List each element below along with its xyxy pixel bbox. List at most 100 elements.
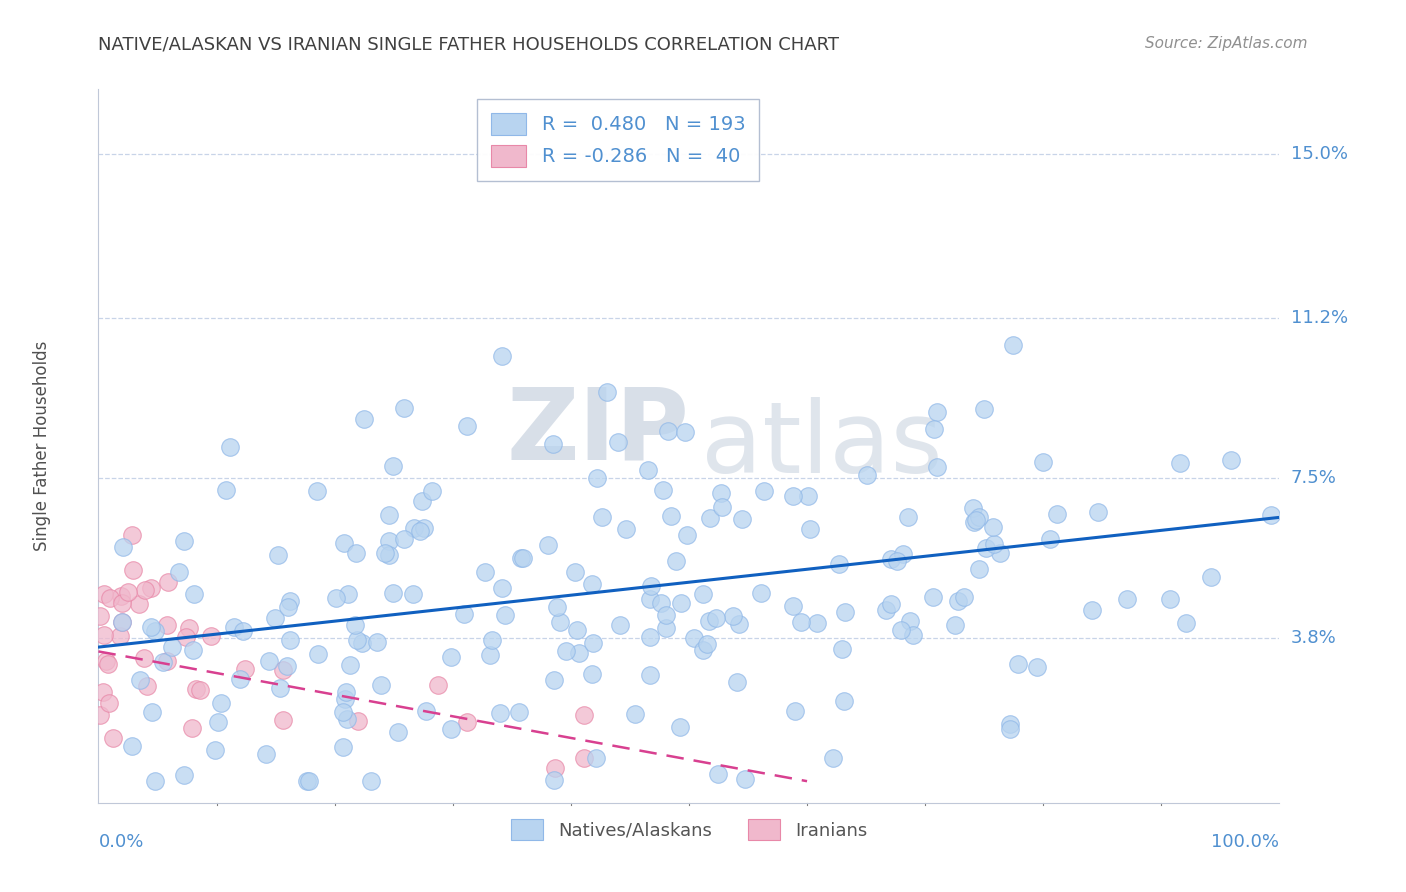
Point (478, 648, 501, 663)
Point (181, 643, 204, 657)
Point (155, 655, 177, 669)
Point (336, 713, 359, 727)
Point (181, 721, 204, 735)
Point (546, 599, 568, 614)
Point (879, 552, 901, 566)
Point (117, 585, 139, 599)
Point (624, 707, 647, 722)
Point (128, 673, 150, 687)
Point (875, 603, 897, 617)
Point (1168, 456, 1191, 470)
Point (394, 532, 416, 546)
Point (749, 586, 772, 600)
Point (1260, 508, 1282, 522)
Point (963, 515, 986, 529)
Point (209, 696, 232, 710)
Point (374, 546, 396, 560)
Point (440, 649, 463, 664)
Point (121, 739, 143, 753)
Point (207, 714, 229, 729)
Point (880, 597, 903, 611)
Point (891, 547, 914, 561)
Point (728, 616, 751, 631)
Point (156, 618, 179, 632)
Point (1026, 660, 1049, 674)
Point (953, 590, 976, 604)
Point (586, 471, 609, 485)
Point (111, 615, 134, 630)
Point (453, 607, 475, 621)
Point (998, 722, 1021, 736)
Point (922, 422, 945, 436)
Point (93, 587, 115, 601)
Point (581, 576, 603, 591)
Point (856, 467, 879, 482)
Point (378, 549, 401, 563)
Point (420, 483, 443, 498)
Point (638, 630, 661, 644)
Point (337, 587, 360, 601)
Point (962, 501, 984, 516)
Text: 11.2%: 11.2% (1291, 310, 1348, 327)
Point (614, 522, 637, 536)
Point (307, 648, 329, 662)
Point (89, 609, 111, 624)
Point (710, 486, 733, 500)
Point (224, 620, 246, 634)
Point (157, 574, 180, 589)
Point (413, 521, 436, 535)
Point (387, 725, 409, 739)
Point (903, 628, 925, 642)
Point (683, 631, 706, 645)
Point (585, 751, 607, 765)
Text: Source: ZipAtlas.com: Source: ZipAtlas.com (1144, 36, 1308, 51)
Point (128, 597, 150, 611)
Point (339, 657, 361, 672)
Point (692, 642, 714, 657)
Point (139, 620, 162, 634)
Point (925, 459, 948, 474)
Point (269, 681, 291, 695)
Point (990, 546, 1012, 560)
Point (344, 546, 367, 560)
Point (173, 767, 195, 781)
Point (307, 483, 329, 498)
Text: Single Father Households: Single Father Households (32, 341, 51, 551)
Point (655, 608, 678, 623)
Point (233, 663, 256, 677)
Point (832, 694, 855, 708)
Point (890, 623, 912, 637)
Point (965, 513, 987, 527)
Point (91, 685, 114, 699)
Point (176, 630, 198, 644)
Point (402, 587, 425, 601)
Point (828, 557, 851, 571)
Point (392, 401, 415, 415)
Point (370, 678, 392, 692)
Point (232, 624, 254, 639)
Point (111, 596, 134, 610)
Point (922, 590, 945, 604)
Point (152, 655, 174, 669)
Point (699, 511, 721, 525)
Point (555, 644, 578, 658)
Point (276, 658, 298, 673)
Point (650, 596, 672, 610)
Point (659, 508, 682, 523)
Point (1080, 602, 1102, 616)
Point (948, 594, 970, 608)
Point (537, 538, 560, 552)
Point (550, 615, 572, 630)
Text: ZIP: ZIP (506, 384, 689, 480)
Point (640, 667, 662, 681)
Legend: Natives/Alaskans, Iranians: Natives/Alaskans, Iranians (503, 812, 875, 847)
Point (135, 679, 157, 693)
Point (121, 528, 143, 542)
Point (897, 509, 920, 524)
Text: 15.0%: 15.0% (1291, 145, 1347, 163)
Point (967, 510, 990, 524)
Point (711, 500, 734, 514)
Point (377, 508, 399, 523)
Point (568, 646, 591, 660)
Point (799, 522, 821, 536)
